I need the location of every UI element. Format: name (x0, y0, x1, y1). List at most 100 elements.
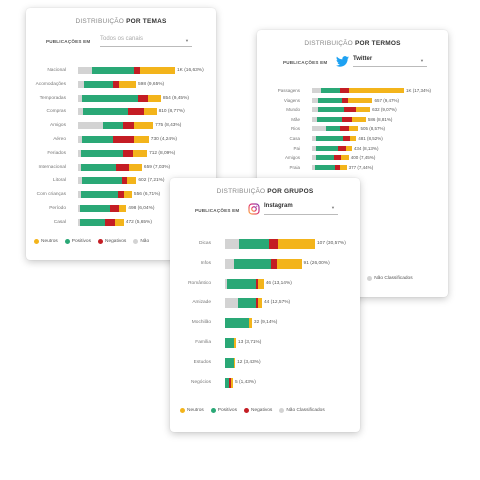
stacked-bar[interactable] (78, 177, 137, 185)
bar-row-label: Mãe (291, 116, 300, 122)
bar-row-label: Temporadas (39, 95, 66, 101)
stacked-bar[interactable] (225, 318, 252, 329)
bar-value-label: 602 (7,21%) (138, 178, 165, 184)
stacked-bar[interactable] (225, 298, 262, 309)
positivos-segment (225, 318, 249, 329)
distribution-by-groups-card: DISTRIBUIÇÃO POR GRUPOS PUBLICAÇÕES EM I… (170, 178, 360, 432)
stacked-bar[interactable] (312, 107, 371, 113)
channel-select[interactable]: Todos os canais ▼ (100, 36, 192, 47)
positivos-segment (225, 357, 235, 368)
nao_classificados-segment (78, 67, 92, 74)
positivos-segment (234, 258, 271, 269)
nao_classificados-segment (78, 191, 81, 199)
channel-select[interactable]: Instagram ▼ (264, 203, 338, 215)
positivos-segment (225, 377, 229, 388)
positivos-segment (316, 136, 343, 141)
bar-row-label: Casa (289, 136, 300, 141)
unclassified-legend-dot (279, 408, 285, 413)
stacked-bar[interactable] (225, 377, 233, 388)
negativos-segment (269, 239, 279, 249)
stacked-bar[interactable] (78, 67, 175, 74)
nao_classificados-segment (312, 88, 322, 93)
stacked-bar[interactable] (312, 88, 404, 93)
neutros-segment (129, 163, 142, 171)
legend-unclassified: Não Classificados (374, 276, 413, 281)
stacked-bar[interactable] (78, 136, 149, 143)
bar-value-label: 481 (8,52%) (358, 136, 383, 141)
bar-row-label: Aéreo (53, 137, 66, 142)
stacked-bar[interactable] (78, 191, 132, 199)
bar-value-label: 556 (6,71%) (133, 192, 161, 198)
bar-row-label: Amigos (50, 123, 66, 129)
nao_classificados-segment (78, 149, 82, 157)
stacked-bar[interactable] (225, 338, 236, 348)
stacked-bar[interactable] (78, 205, 127, 212)
neutros-segment (119, 205, 127, 212)
positivos-segment (91, 67, 135, 74)
legend-unclassified: Não Classificados (286, 408, 325, 413)
stacked-bar[interactable] (312, 145, 352, 151)
negativos-segment (112, 80, 119, 88)
stacked-bar[interactable] (312, 155, 349, 161)
stacked-bar[interactable] (78, 163, 142, 171)
bar-row-label: Amigos (284, 155, 300, 161)
bar-value-label: 32 (9,14%) (253, 320, 278, 326)
neutros-segment (118, 80, 136, 88)
positivos-segment (82, 94, 139, 102)
nao_classificados-segment (78, 177, 82, 185)
bar-value-label: 659 (7,03%) (143, 164, 171, 170)
stacked-bar[interactable] (78, 218, 124, 226)
stacked-bar[interactable] (312, 136, 357, 141)
negativos-segment (342, 136, 350, 141)
bar-row-label: Mundo (286, 107, 300, 113)
neutral-legend-dot (180, 408, 185, 413)
neutros-segment (148, 94, 161, 102)
neutros-segment (349, 126, 359, 132)
stacked-bar[interactable] (225, 278, 264, 289)
positivos-segment (80, 218, 106, 226)
stacked-bar[interactable] (312, 126, 359, 132)
negativos-segment (122, 149, 134, 157)
stacked-bar[interactable] (225, 357, 236, 368)
bar-value-label: 810 (8,77%) (158, 109, 185, 115)
stacked-bar[interactable] (225, 258, 302, 269)
negativos-segment (255, 278, 258, 289)
stacked-bar[interactable] (225, 239, 315, 249)
stacked-bar[interactable] (78, 108, 157, 116)
stacked-bar[interactable] (312, 116, 366, 122)
negativos-segment (341, 116, 353, 122)
neutros-segment (230, 377, 233, 388)
stacked-bar[interactable] (78, 122, 154, 130)
bar-row-label: Acomodações (35, 81, 66, 87)
channel-select-value: Instagram (264, 203, 293, 209)
stacked-bar[interactable] (78, 149, 148, 157)
legend-negative: Negativos (105, 239, 127, 244)
channel-select[interactable]: Twitter ▼ (353, 56, 427, 67)
neutros-segment (339, 164, 347, 170)
positivos-segment (315, 155, 335, 161)
legend-neutral: Neutros (187, 408, 204, 413)
card-title: DISTRIBUIÇÃO POR GRUPOS (216, 188, 314, 195)
positivos-segment (325, 126, 340, 132)
positive-legend-dot (210, 408, 216, 413)
neutros-segment (258, 298, 262, 309)
neutros-segment (123, 191, 132, 199)
stacked-bar[interactable] (78, 94, 161, 102)
nao_classificados-segment (312, 155, 316, 161)
bar-row-label: Infos (200, 260, 211, 266)
nao_classificados-segment (312, 164, 316, 170)
stacked-bar[interactable] (312, 97, 373, 103)
stacked-bar[interactable] (78, 80, 136, 88)
positivos-segment (81, 136, 113, 143)
twitter-icon (336, 56, 349, 67)
negativos-segment (112, 136, 134, 143)
bar-value-label: 377 (7,44%) (348, 164, 374, 170)
nao_classificados-segment (225, 258, 235, 269)
bar-row-label: Romântico (188, 280, 211, 286)
nao_classificados-segment (225, 298, 238, 309)
positivos-segment (238, 239, 270, 249)
neutros-segment (114, 218, 124, 226)
neutros-segment (277, 258, 302, 269)
neutros-segment (348, 88, 404, 93)
stacked-bar[interactable] (312, 164, 347, 170)
